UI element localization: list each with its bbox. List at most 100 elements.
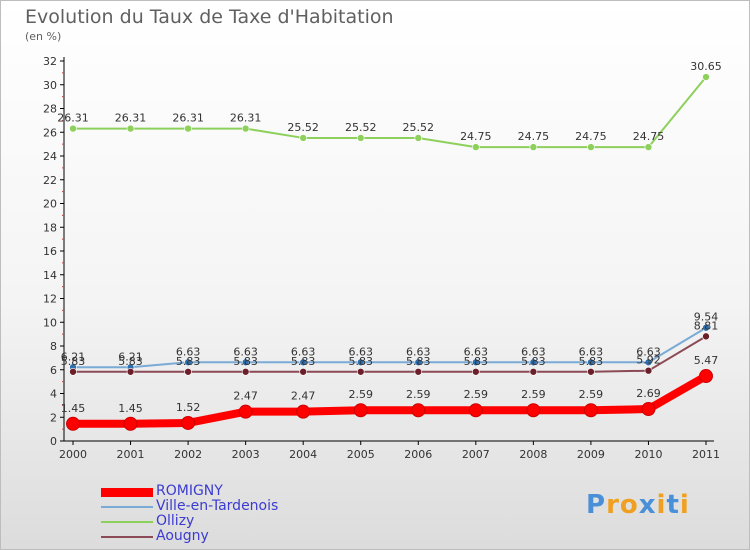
data-point-romigny (583, 403, 598, 418)
data-label-ville-en-tardenois: 6.63 (579, 345, 604, 358)
data-point-romigny (411, 403, 426, 418)
data-point-romigny (123, 416, 138, 431)
data-label-romigny: 2.47 (291, 390, 316, 403)
legend-swatch-ville-en-tardenois (101, 506, 153, 508)
y-tick-label: 0 (50, 435, 57, 448)
y-tick-label: 28 (43, 103, 57, 116)
y-tick-label: 32 (43, 55, 57, 68)
data-label-ollizy: 26.31 (57, 112, 89, 125)
data-label-ollizy: 24.75 (575, 130, 607, 143)
legend-swatch-aougny (101, 536, 153, 538)
y-tick-label: 24 (43, 150, 57, 163)
data-label-ville-en-tardenois: 6.63 (636, 345, 661, 358)
data-point-aougny (69, 367, 77, 376)
data-point-aougny (529, 367, 538, 376)
data-point-romigny (353, 403, 368, 418)
data-point-ollizy (702, 73, 710, 81)
data-point-ollizy (472, 143, 480, 151)
data-point-ollizy (529, 143, 538, 151)
data-point-romigny (181, 415, 196, 430)
series-line-ollizy (73, 76, 707, 149)
x-tick-label: 2003 (232, 448, 260, 461)
data-label-ollizy: 24.75 (460, 130, 492, 143)
data-label-romigny: 2.59 (348, 388, 373, 401)
y-tick-label: 12 (43, 293, 57, 306)
data-point-ollizy (299, 134, 307, 142)
legend-swatch-ollizy (101, 521, 153, 523)
x-tick-label: 2006 (404, 448, 432, 461)
data-label-ollizy: 30.65 (690, 60, 722, 73)
data-label-romigny: 2.69 (636, 387, 661, 400)
y-tick-label: 8 (50, 340, 57, 353)
data-point-ville-en-tardenois (644, 358, 653, 367)
data-point-aougny (126, 367, 135, 376)
proxiti-logo: Proxiti (586, 490, 690, 520)
data-point-aougny (414, 367, 423, 376)
data-point-ville-en-tardenois (529, 358, 538, 367)
data-point-ville-en-tardenois (184, 358, 192, 367)
data-label-aougny: 5.83 (61, 355, 86, 368)
data-point-ollizy (414, 134, 423, 142)
series-line-romigny (73, 372, 708, 428)
x-tick-label: 2002 (174, 448, 202, 461)
y-tick-label: 14 (43, 269, 57, 282)
data-point-romigny (296, 404, 311, 419)
x-tick-label: 2000 (59, 448, 87, 461)
data-point-ville-en-tardenois (587, 358, 595, 367)
data-point-romigny (699, 369, 713, 384)
data-point-aougny (356, 367, 365, 376)
data-point-aougny (644, 366, 653, 375)
legend-label-ollizy: Ollizy (156, 513, 195, 529)
data-label-romigny: 1.45 (61, 402, 86, 415)
data-label-romigny: 2.59 (579, 388, 604, 401)
data-label-aougny: 5.83 (118, 355, 143, 368)
y-tick-label: 4 (50, 388, 57, 401)
y-tick-label: 16 (43, 245, 57, 258)
data-label-romigny: 2.47 (233, 390, 258, 403)
x-tick-label: 2004 (289, 448, 317, 461)
data-point-ollizy (69, 124, 77, 133)
data-label-aougny: 5.83 (291, 355, 316, 368)
data-label-ville-en-tardenois: 6.63 (233, 345, 258, 358)
data-point-ollizy (126, 124, 135, 133)
data-point-ollizy (587, 143, 595, 151)
data-point-romigny (641, 402, 656, 417)
data-label-ville-en-tardenois: 6.63 (406, 345, 431, 358)
data-label-ollizy: 26.31 (172, 112, 204, 125)
chart-title: Evolution du Taux de Taxe d'Habitation (25, 6, 394, 28)
data-point-aougny (702, 332, 710, 341)
data-label-aougny: 5.83 (233, 355, 258, 368)
data-label-ville-en-tardenois: 6.63 (464, 345, 489, 358)
data-point-aougny (299, 367, 307, 376)
x-tick-label: 2009 (577, 448, 605, 461)
data-label-aougny: 5.92 (636, 354, 661, 367)
data-label-ville-en-tardenois: 6.63 (348, 345, 373, 358)
data-point-aougny (241, 367, 250, 376)
data-point-aougny (472, 367, 480, 376)
y-tick-label: 18 (43, 221, 57, 234)
data-point-aougny (184, 367, 192, 376)
data-point-ollizy (241, 124, 250, 133)
series-line-ville-en-tardenois (73, 326, 707, 369)
data-point-ville-en-tardenois (356, 358, 365, 367)
data-label-aougny: 5.83 (464, 355, 489, 368)
y-tick-label: 30 (43, 79, 57, 92)
data-label-aougny: 5.83 (579, 355, 604, 368)
data-point-ville-en-tardenois (702, 323, 710, 332)
y-tick-label: 22 (43, 174, 57, 187)
x-tick-label: 2010 (634, 448, 662, 461)
legend-label-aougny: Aougny (156, 528, 209, 544)
data-point-ollizy (644, 143, 653, 151)
data-label-ville-en-tardenois: 9.54 (694, 311, 719, 324)
y-tick-label: 10 (43, 316, 57, 329)
data-point-ville-en-tardenois (472, 358, 480, 367)
data-label-ville-en-tardenois: 6.21 (118, 350, 143, 363)
data-point-ville-en-tardenois (414, 358, 423, 367)
x-tick-label: 2007 (462, 448, 490, 461)
data-point-ollizy (184, 124, 192, 133)
data-label-aougny: 5.83 (348, 355, 373, 368)
data-label-ollizy: 24.75 (518, 130, 550, 143)
data-label-romigny: 5.47 (694, 354, 719, 367)
